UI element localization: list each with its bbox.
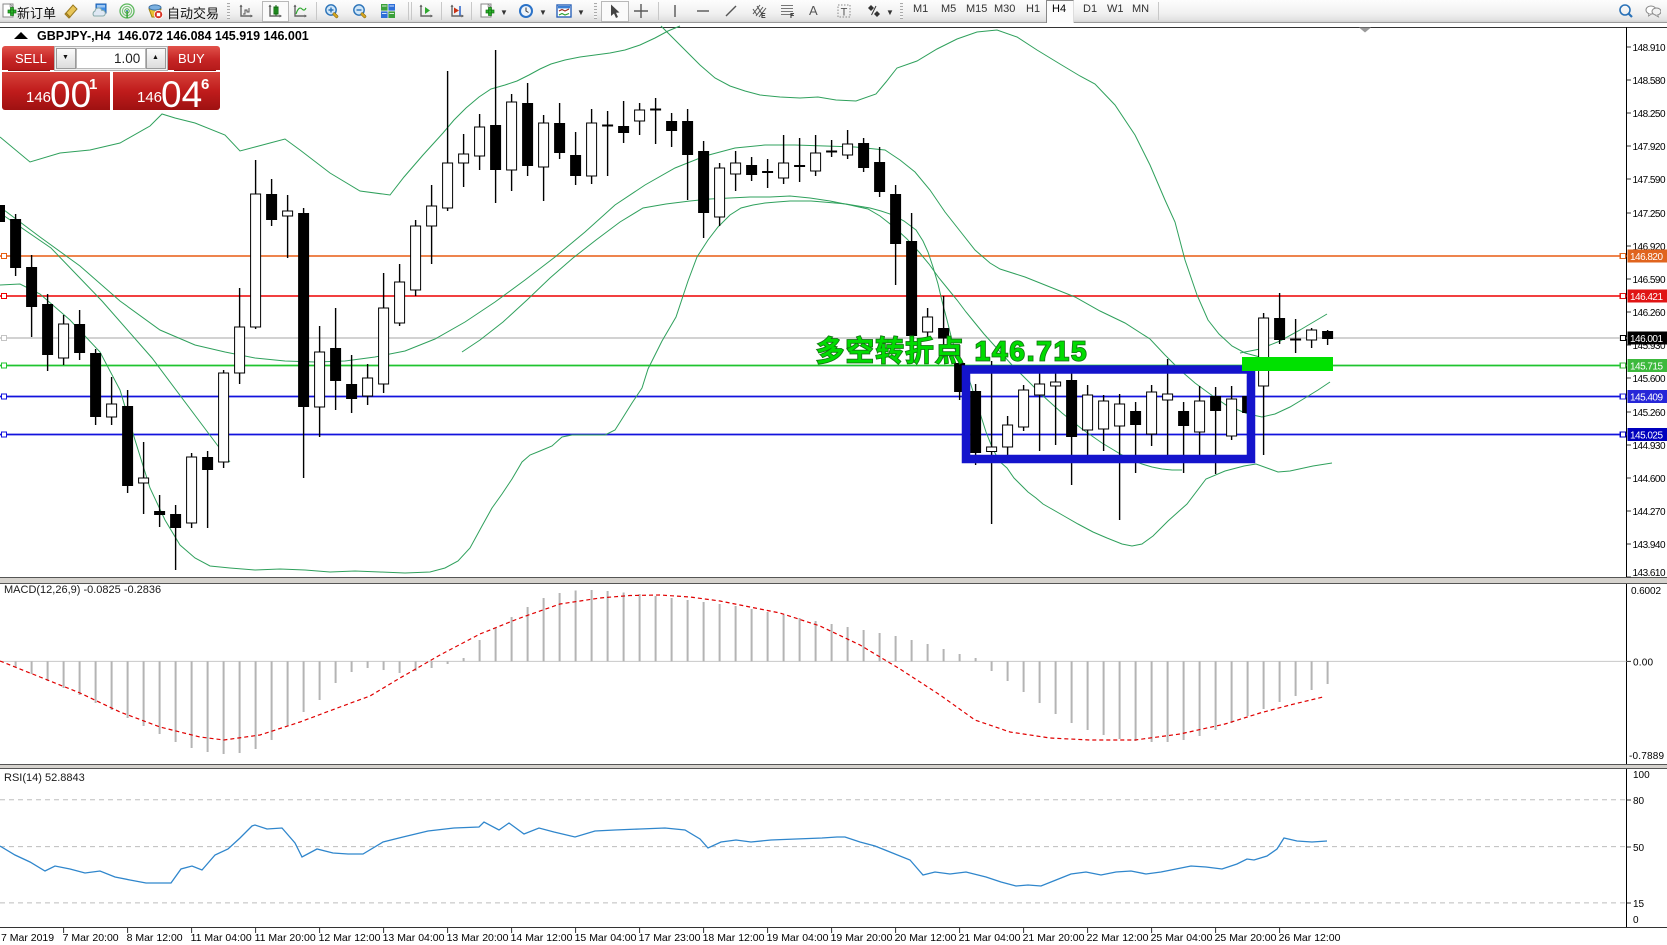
svg-text:147.920: 147.920 — [1633, 142, 1666, 153]
svg-text:143.610: 143.610 — [1633, 568, 1666, 579]
svg-text:148.250: 148.250 — [1633, 109, 1666, 120]
svg-text:RSI(14) 52.8843: RSI(14) 52.8843 — [4, 772, 85, 784]
svg-text:7 Mar 20:00: 7 Mar 20:00 — [63, 932, 119, 944]
svg-text:50: 50 — [1633, 843, 1645, 854]
svg-text:148.580: 148.580 — [1633, 76, 1666, 87]
svg-text:-0.7889: -0.7889 — [1629, 751, 1664, 762]
svg-text:22 Mar 12:00: 22 Mar 12:00 — [1087, 932, 1149, 944]
svg-text:146.820: 146.820 — [1630, 252, 1663, 263]
svg-text:148.910: 148.910 — [1633, 43, 1666, 54]
svg-text:F: F — [790, 13, 795, 19]
svg-text:0.6002: 0.6002 — [1631, 586, 1661, 597]
svg-text:多空转折点 146.715: 多空转折点 146.715 — [816, 335, 1088, 367]
svg-text:MACD(12,26,9) -0.0825 -0.2836: MACD(12,26,9) -0.0825 -0.2836 — [4, 584, 161, 596]
svg-text:144.600: 144.600 — [1633, 474, 1666, 485]
svg-text:14 Mar 12:00: 14 Mar 12:00 — [511, 932, 573, 944]
svg-text:144.930: 144.930 — [1633, 441, 1666, 452]
svg-text:147.250: 147.250 — [1633, 209, 1666, 220]
svg-text:26 Mar 12:00: 26 Mar 12:00 — [1279, 932, 1341, 944]
svg-text:8 Mar 12:00: 8 Mar 12:00 — [127, 932, 183, 944]
svg-text:13 Mar 20:00: 13 Mar 20:00 — [447, 932, 509, 944]
svg-text:145.715: 145.715 — [1630, 362, 1663, 373]
svg-text:11 Mar 20:00: 11 Mar 20:00 — [255, 932, 316, 944]
svg-text:T: T — [841, 7, 848, 19]
svg-text:12 Mar 12:00: 12 Mar 12:00 — [319, 932, 381, 944]
svg-text:146.421: 146.421 — [1630, 292, 1663, 303]
svg-text:147.590: 147.590 — [1633, 175, 1666, 186]
svg-text:144.270: 144.270 — [1633, 507, 1666, 518]
svg-text:146.260: 146.260 — [1633, 308, 1666, 319]
svg-text:145.600: 145.600 — [1633, 374, 1666, 385]
svg-text:0.00: 0.00 — [1633, 657, 1653, 668]
svg-text:146.001: 146.001 — [1630, 334, 1663, 345]
svg-text:13 Mar 04:00: 13 Mar 04:00 — [383, 932, 445, 944]
svg-text:18 Mar 12:00: 18 Mar 12:00 — [703, 932, 765, 944]
svg-text:GBPJPY-,H4 146.072 146.084 14: GBPJPY-,H4 146.072 146.084 145.919 146.0… — [37, 29, 309, 43]
svg-text:11 Mar 04:00: 11 Mar 04:00 — [191, 932, 252, 944]
svg-text:21 Mar 20:00: 21 Mar 20:00 — [1023, 932, 1085, 944]
svg-text:146.920: 146.920 — [1633, 242, 1666, 253]
svg-text:146.590: 146.590 — [1633, 275, 1666, 286]
svg-text:19 Mar 04:00: 19 Mar 04:00 — [767, 932, 829, 944]
svg-text:80: 80 — [1633, 796, 1645, 807]
svg-text:19 Mar 20:00: 19 Mar 20:00 — [831, 932, 893, 944]
svg-text:0: 0 — [1633, 915, 1639, 926]
svg-text:E: E — [761, 13, 766, 19]
svg-text:145.260: 145.260 — [1633, 408, 1666, 419]
svg-text:7 Mar 2019: 7 Mar 2019 — [1, 932, 54, 944]
svg-text:25 Mar 04:00: 25 Mar 04:00 — [1151, 932, 1213, 944]
svg-text:20 Mar 12:00: 20 Mar 12:00 — [895, 932, 957, 944]
svg-text:145.409: 145.409 — [1630, 393, 1663, 404]
svg-text:145.025: 145.025 — [1630, 431, 1663, 442]
svg-text:15 Mar 04:00: 15 Mar 04:00 — [575, 932, 637, 944]
svg-text:143.940: 143.940 — [1633, 540, 1666, 551]
svg-text:145.930: 145.930 — [1633, 341, 1666, 352]
svg-text:21 Mar 04:00: 21 Mar 04:00 — [959, 932, 1021, 944]
svg-text:100: 100 — [1633, 770, 1650, 781]
svg-text:17 Mar 23:00: 17 Mar 23:00 — [639, 932, 701, 944]
svg-text:15: 15 — [1633, 899, 1645, 910]
svg-text:25 Mar 20:00: 25 Mar 20:00 — [1215, 932, 1277, 944]
